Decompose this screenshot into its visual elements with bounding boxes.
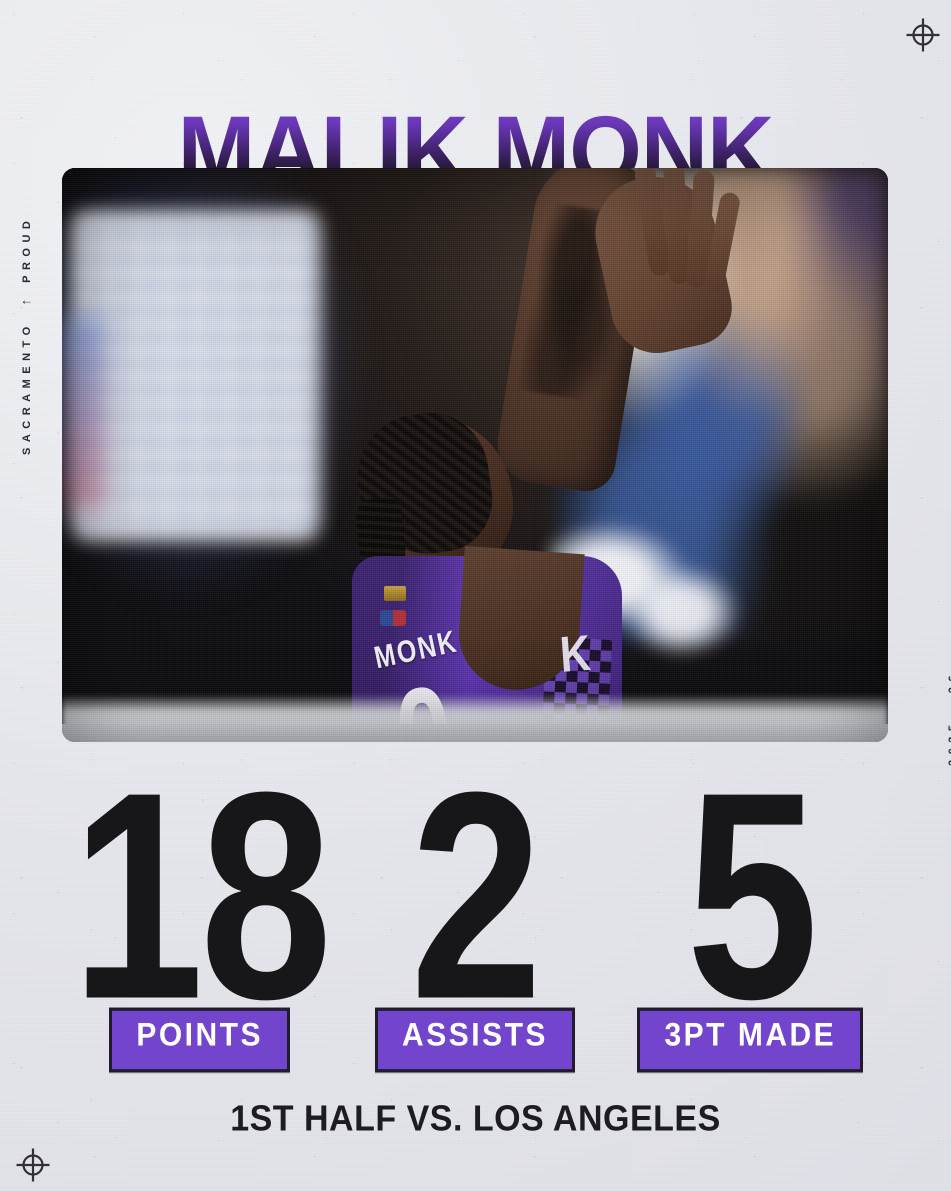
game-caption: 1ST HALF VS. LOS ANGELES	[230, 1098, 721, 1140]
stat-block-assists: 2	[337, 744, 612, 1042]
blurred-scoreboard	[70, 210, 320, 540]
registration-crosshair-icon	[15, 1147, 51, 1183]
player-photo: MONK 0 K	[62, 168, 888, 742]
stat-block-points: 18	[62, 744, 337, 1042]
registration-crosshair-icon	[905, 17, 941, 53]
up-arrow-icon: ↑	[18, 298, 33, 306]
left-rail-text: SACRAMENTO ↑ PROUD	[18, 216, 33, 455]
stat-label-badge-assists: ASSISTS	[375, 1007, 575, 1073]
court-floor-edge	[62, 724, 888, 742]
left-rail-city: SACRAMENTO	[21, 321, 33, 455]
stat-label-cell: 3PT MADE	[613, 1007, 888, 1073]
scoreboard-edge-light	[62, 318, 104, 508]
stat-value: 2	[410, 730, 543, 1060]
stat-block-threes: 5	[613, 744, 888, 1042]
left-rail-proud: PROUD	[21, 215, 33, 283]
stat-label-cell: ASSISTS	[337, 1007, 612, 1073]
nba-logo-icon	[380, 610, 406, 626]
right-rail-season: 2025 - 26	[947, 670, 951, 766]
stat-label-badge-threes: 3PT MADE	[637, 1007, 864, 1073]
jersey-sponsor-patch	[384, 586, 406, 601]
stat-label-cell: POINTS	[62, 1007, 337, 1073]
stat-labels-row: POINTS ASSISTS 3PT MADE	[62, 1007, 888, 1073]
stat-value: 5	[686, 730, 818, 1060]
stat-value: 18	[71, 730, 331, 1060]
stat-numbers-row: 18 2 5	[62, 744, 888, 1042]
stat-label-badge-points: POINTS	[109, 1007, 290, 1073]
jersey-side-letter: K	[558, 624, 593, 683]
